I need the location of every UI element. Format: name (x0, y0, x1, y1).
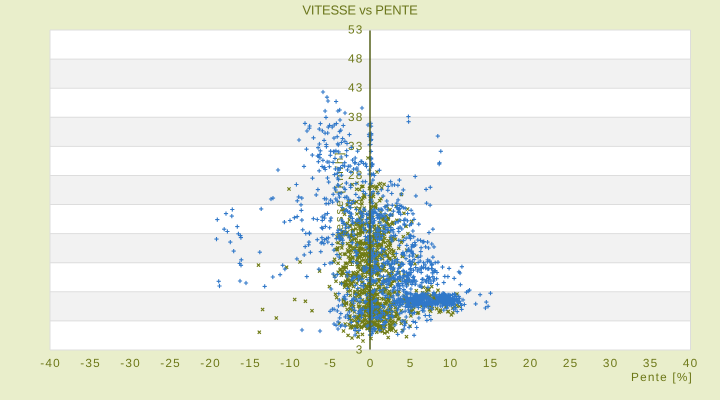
svg-text:-20: -20 (200, 356, 221, 370)
svg-text:-15: -15 (240, 356, 261, 370)
svg-text:VITESSE vs PENTE: VITESSE vs PENTE (302, 3, 418, 18)
svg-text:15: 15 (483, 356, 499, 370)
svg-text:30: 30 (603, 356, 619, 370)
svg-text:3: 3 (356, 343, 364, 357)
svg-text:20: 20 (523, 356, 539, 370)
svg-text:10: 10 (443, 356, 459, 370)
svg-text:-25: -25 (160, 356, 181, 370)
svg-text:38: 38 (348, 110, 364, 124)
svg-text:43: 43 (348, 81, 364, 95)
svg-text:-35: -35 (80, 356, 101, 370)
svg-text:-10: -10 (280, 356, 301, 370)
svg-text:35: 35 (643, 356, 659, 370)
svg-text:53: 53 (348, 23, 364, 37)
svg-text:0: 0 (367, 356, 375, 370)
svg-text:Pente [%]: Pente [%] (631, 370, 693, 384)
svg-text:40: 40 (683, 356, 699, 370)
svg-text:5: 5 (407, 356, 415, 370)
svg-text:-40: -40 (40, 356, 61, 370)
svg-text:-5: -5 (324, 356, 337, 370)
svg-text:28: 28 (348, 168, 364, 182)
svg-text:-30: -30 (120, 356, 141, 370)
svg-text:25: 25 (563, 356, 579, 370)
svg-text:48: 48 (348, 52, 364, 66)
